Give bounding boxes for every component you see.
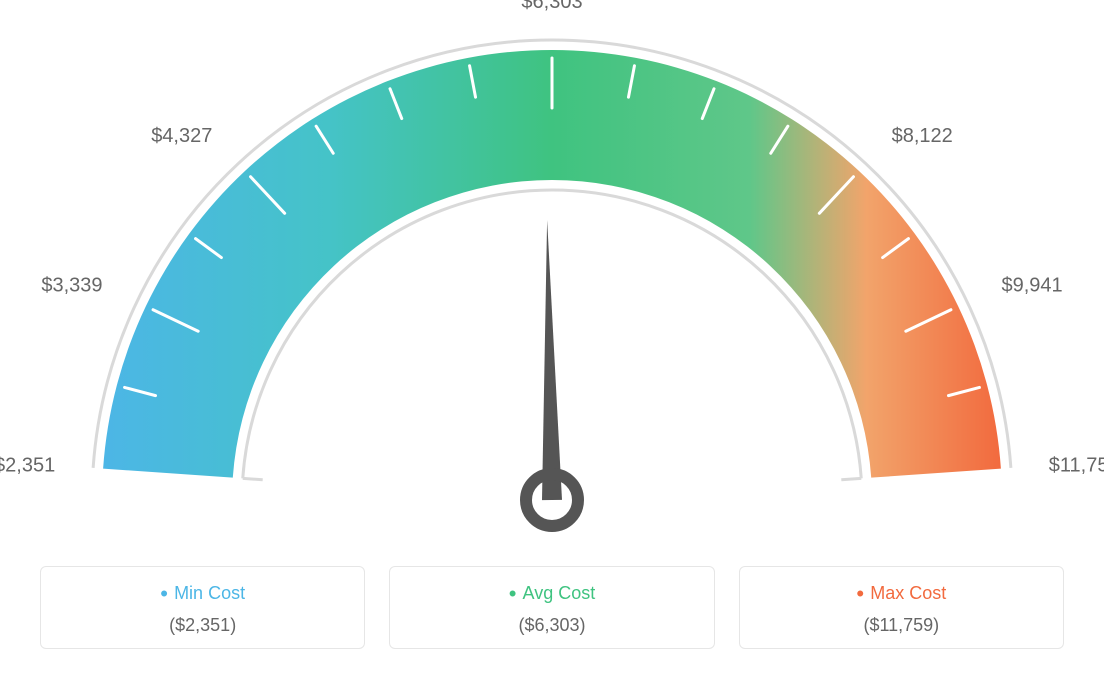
legend-value-max: ($11,759) <box>740 615 1063 636</box>
svg-text:$2,351: $2,351 <box>0 454 55 476</box>
legend-title-max: Max Cost <box>740 581 1063 607</box>
svg-text:$11,759: $11,759 <box>1049 454 1104 476</box>
legend-card-max: Max Cost ($11,759) <box>739 566 1064 649</box>
legend-value-avg: ($6,303) <box>390 615 713 636</box>
legend-card-avg: Avg Cost ($6,303) <box>389 566 714 649</box>
legend-title-avg: Avg Cost <box>390 581 713 607</box>
gauge-container: $2,351 $3,339 $4,327 $6,303 $8,122 $9,941 $11,… <box>0 0 1104 560</box>
svg-text:$3,339: $3,339 <box>41 275 102 297</box>
legend-title-min: Min Cost <box>41 581 364 607</box>
legend-card-min: Min Cost ($2,351) <box>40 566 365 649</box>
svg-text:$9,941: $9,941 <box>1001 275 1062 297</box>
legend-row: Min Cost ($2,351) Avg Cost ($6,303) Max … <box>0 566 1104 649</box>
svg-text:$4,327: $4,327 <box>151 125 212 147</box>
svg-text:$6,303: $6,303 <box>521 0 582 13</box>
legend-value-min: ($2,351) <box>41 615 364 636</box>
gauge-chart: $2,351 $3,339 $4,327 $6,303 $8,122 $9,941 $11,… <box>0 0 1104 560</box>
svg-text:$8,122: $8,122 <box>892 125 953 147</box>
